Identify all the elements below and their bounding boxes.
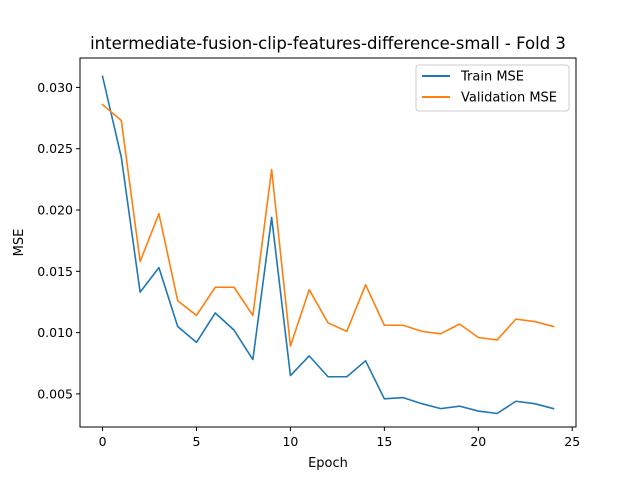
y-tick-label: 0.020 bbox=[37, 203, 73, 218]
y-tick-label: 0.030 bbox=[37, 80, 73, 95]
train-mse-line bbox=[101, 75, 555, 415]
y-tick-label: 0.015 bbox=[37, 264, 73, 279]
y-axis: 0.005 0.010 0.015 0.020 0.025 0.030 bbox=[37, 80, 80, 401]
legend-box bbox=[415, 64, 570, 112]
y-tick-label: 0.005 bbox=[37, 386, 73, 401]
x-tick-label: 25 bbox=[564, 434, 580, 449]
x-tick-label: 15 bbox=[376, 434, 392, 449]
validation-mse-line bbox=[101, 103, 555, 347]
axes-frame bbox=[79, 57, 577, 428]
x-axis: 0 5 10 15 20 25 bbox=[99, 427, 580, 449]
chart-title: intermediate-fusion-clip-features-differ… bbox=[90, 34, 566, 53]
legend: Train MSE Validation MSE bbox=[415, 64, 570, 112]
x-axis-label: Epoch bbox=[308, 456, 348, 471]
x-tick-label: 0 bbox=[99, 434, 107, 449]
x-tick-label: 20 bbox=[470, 434, 486, 449]
y-axis-label: MSE bbox=[12, 229, 27, 257]
legend-label-validation: Validation MSE bbox=[461, 91, 557, 106]
plot-area bbox=[101, 75, 555, 415]
x-tick-label: 5 bbox=[193, 434, 201, 449]
y-tick-label: 0.025 bbox=[37, 141, 73, 156]
legend-label-train: Train MSE bbox=[460, 70, 524, 85]
y-tick-label: 0.010 bbox=[37, 325, 73, 340]
x-tick-label: 10 bbox=[282, 434, 298, 449]
